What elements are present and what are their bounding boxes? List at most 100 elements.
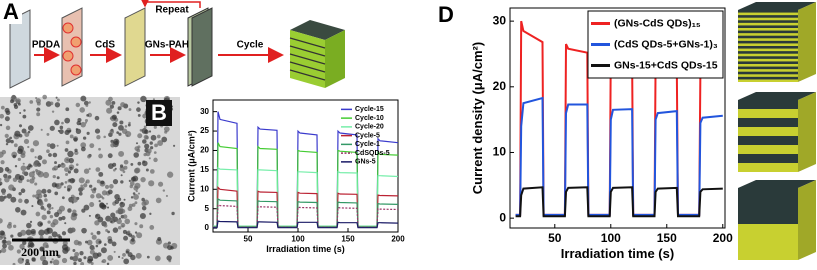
legend-label: Cycle-10 [355,115,384,122]
particle [137,113,141,117]
particle [143,199,150,206]
particle [162,189,166,192]
stack-layer [738,118,798,127]
particle [54,191,59,196]
particle [34,156,37,159]
particle [155,197,162,204]
particle [31,205,34,208]
particle [4,133,9,139]
particle [142,139,147,144]
particle [18,198,23,204]
legend-label: Cycle-5 [355,132,380,139]
particle [73,137,78,142]
particle [35,98,41,104]
particle [13,143,18,148]
particle [111,114,117,120]
stack-layer [738,100,798,109]
particle [124,125,128,128]
particle [146,255,150,259]
particle [40,128,43,131]
particle [0,167,4,174]
particle [46,149,50,154]
stack-right [798,2,816,82]
particle [39,201,44,207]
particle [18,124,23,128]
particle [105,202,109,205]
particle [69,134,74,139]
particle [68,157,74,164]
particle [17,102,21,106]
particle [64,222,67,225]
particle [17,157,21,162]
particle [119,120,124,125]
particle [42,94,48,100]
panel-label: A [3,0,19,24]
particle [96,179,101,184]
particle [41,214,47,220]
particle [21,258,25,261]
particle [85,104,89,107]
particle [45,244,49,249]
particle [20,229,27,236]
tem-texture [0,94,178,267]
particle [84,118,89,123]
particle [52,259,60,266]
particle [134,201,138,205]
particle [167,241,171,245]
particle [134,231,138,234]
particle [72,255,79,262]
particle [87,112,93,118]
schematic: PDDA CdS GNs-PAH Cycle Repeat [9,0,345,89]
particle [137,192,141,195]
particle [61,121,64,125]
particle [88,167,91,171]
particle [72,209,77,214]
particle [22,170,26,175]
particle [0,123,3,127]
particle [20,153,26,159]
particle [87,255,94,262]
particle [104,243,107,246]
particle [64,157,71,164]
y-tick-label: 10 [493,145,507,159]
particle [55,183,62,190]
particle [122,252,126,257]
particle [83,183,88,188]
particle [46,143,51,147]
legend-label: Cycle-20 [355,124,384,131]
particle [106,107,113,114]
particle [18,133,23,138]
particle [47,189,52,194]
particle [54,211,60,218]
particle [49,101,54,106]
particle [116,218,122,225]
legend-label: (CdS QDs-5+GNs-1)₃ [614,38,718,50]
particle [153,125,157,129]
particle [120,174,123,177]
stack-layer [738,10,798,13]
particle [118,150,125,157]
particle [69,256,74,260]
particle [58,216,63,221]
particle [42,171,50,179]
step-label: CdS [95,40,115,51]
y-tick-label: 0 [205,223,210,232]
particle [77,117,82,123]
particle [39,246,45,252]
particle [65,107,70,112]
particle [136,107,141,112]
particle [12,177,18,182]
particle [139,224,144,229]
particle [60,163,66,168]
particle [40,205,45,210]
y-tick-label: 20 [493,79,507,93]
particle [166,171,174,178]
x-tick-label: 50 [244,234,253,243]
particle [150,146,154,150]
particle [27,125,34,131]
particle [127,252,133,258]
x-tick-label: 50 [548,231,562,245]
particle [30,228,36,235]
particle [26,222,32,229]
particle [157,181,164,187]
